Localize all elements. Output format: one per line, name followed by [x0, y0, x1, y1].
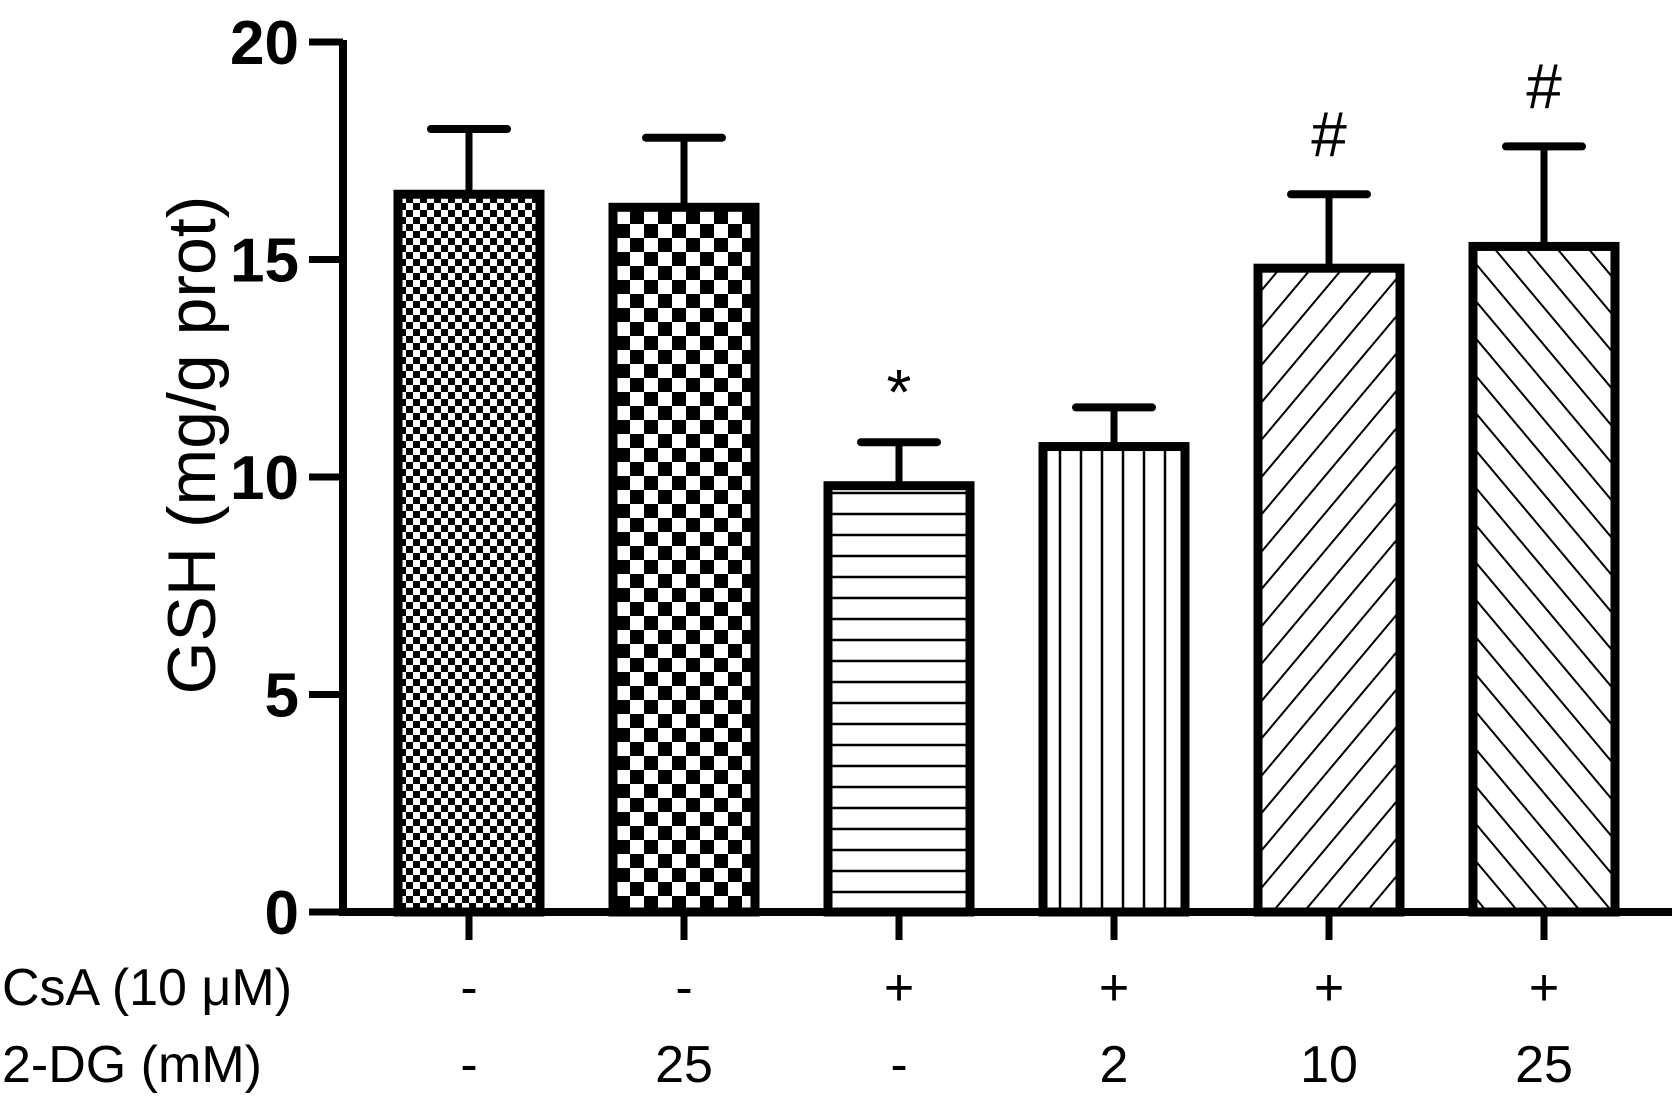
significance-mark-3: *: [887, 356, 912, 428]
condition-value-1-3: +: [884, 959, 914, 1017]
condition-row-label-2: 2-DG (mM): [2, 1036, 262, 1094]
y-tick-label-15: 15: [230, 227, 299, 296]
significance-annotations: * # #: [887, 50, 1563, 428]
condition-value-1-1: -: [460, 959, 477, 1017]
significance-mark-6: #: [1526, 50, 1562, 122]
condition-value-1-2: -: [675, 959, 692, 1017]
bar-1: [393, 189, 545, 917]
bar-4: [1038, 442, 1190, 917]
condition-value-2-2: 25: [655, 1036, 713, 1094]
condition-value-2-1: -: [460, 1036, 477, 1094]
y-tick-label-5: 5: [265, 662, 299, 731]
condition-value-2-6: 25: [1515, 1036, 1573, 1094]
condition-value-1-4: +: [1099, 959, 1129, 1017]
y-tick-labels: 0 5 10 15 20: [230, 9, 299, 948]
y-tick-label-0: 0: [265, 879, 299, 948]
bar-6: [1468, 241, 1620, 917]
y-tick-label-20: 20: [230, 9, 299, 78]
condition-value-1-6: +: [1529, 959, 1559, 1017]
error-bars-group: [427, 125, 1586, 486]
condition-value-2-5: 10: [1300, 1036, 1358, 1094]
bar-5: [1253, 263, 1405, 917]
bar-2: [608, 202, 760, 917]
axes-group: [309, 38, 1672, 940]
condition-rows: CsA (10 μM) - - + + + +2-DG (mM) - 25 - 2 10 25: [2, 959, 1573, 1094]
condition-row-label-1: CsA (10 μM): [2, 959, 292, 1017]
condition-value-2-3: -: [890, 1036, 907, 1094]
significance-mark-5: #: [1311, 98, 1347, 170]
y-axis-title: GSH (mg/g prot): [154, 196, 230, 695]
condition-value-1-5: +: [1314, 959, 1344, 1017]
y-tick-label-10: 10: [230, 444, 299, 513]
bar-3: [823, 481, 975, 917]
bars-group: [393, 189, 1620, 917]
condition-value-2-4: 2: [1100, 1036, 1129, 1094]
